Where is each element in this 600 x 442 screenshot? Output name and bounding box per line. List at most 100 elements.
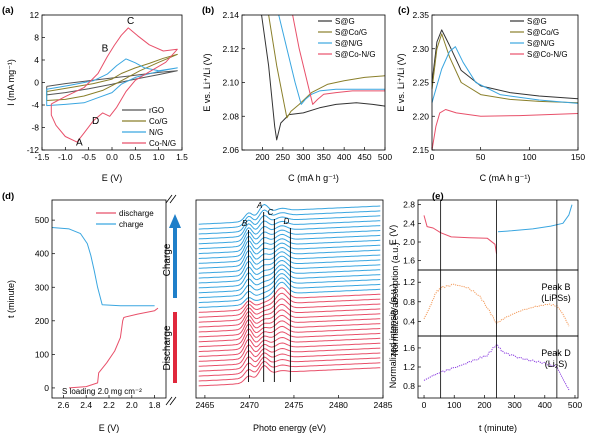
panel-a-x-tick-label: 0.5 xyxy=(129,152,141,162)
discharge-spectrum xyxy=(198,320,381,343)
panel-c-y-tick-label: 2.25 xyxy=(412,78,429,88)
discharge-spectrum xyxy=(198,292,381,318)
panel-a-x-tick-label: -1.5 xyxy=(35,152,50,162)
panel-d-spectra-ylabel: Normalized absorption (a.u.) xyxy=(390,242,400,356)
charge-spectrum xyxy=(198,281,381,308)
peak-marker-label: D xyxy=(283,217,289,226)
charge-spectrum xyxy=(198,220,381,240)
charge-spectrum xyxy=(198,255,381,279)
charge-spectrum xyxy=(198,209,381,230)
panel-d-y-tick-label: 500 xyxy=(35,215,49,225)
panel-e-intensity-curve xyxy=(423,344,570,391)
panel-d-x-tick-label: 2.2 xyxy=(103,400,115,410)
panel-b-xlabel: C (mA h g⁻¹) xyxy=(288,173,339,183)
panel-e-peak-sublabel: (LiPSs) xyxy=(541,293,571,303)
discharge-spectrum xyxy=(198,331,381,353)
discharge-spectrum xyxy=(198,356,381,377)
panel-a-y-tick-label: -12 xyxy=(27,145,40,155)
panel-b-x-tick-label: 400 xyxy=(337,152,351,162)
panel-d-x-tick-label: 1.8 xyxy=(149,400,161,410)
panel-e-peak-label: Peak B xyxy=(541,282,570,292)
panel-a-y-tick-label: 0 xyxy=(34,78,39,88)
panel-e-ylabel-voltage: E (V) xyxy=(388,225,398,246)
discharge-spectrum xyxy=(198,309,381,333)
panel-c-legend-entry: S@Co/G xyxy=(527,28,559,37)
panel-d-spectra-tick-label: 2465 xyxy=(195,400,214,410)
charge-spectrum xyxy=(198,268,381,294)
panel-c-x-tick-label: 50 xyxy=(476,152,486,162)
panel-a-label: (a) xyxy=(2,5,14,16)
panel-e-label: (e) xyxy=(432,191,444,202)
charge-spectrum xyxy=(198,242,381,264)
peak-annotation: B xyxy=(102,44,109,55)
sulfur-loading-note: S loading 2.0 mg cm⁻² xyxy=(62,387,142,396)
panel-c-x-tick-label: 0 xyxy=(430,152,435,162)
panel-d-frame xyxy=(51,199,167,399)
panel-e-voltage-curve xyxy=(497,204,573,233)
charge-spectrum xyxy=(198,225,381,245)
panel-d-spectra-tick-label: 2480 xyxy=(329,400,348,410)
panel-e-x-tick-label: 100 xyxy=(447,400,461,410)
panel-e-peak-sublabel: (Li₂S) xyxy=(545,359,568,369)
peak-annotation: C xyxy=(127,16,134,27)
panel-e-xlabel: t (minute) xyxy=(479,423,517,433)
panel-e-voltage-curve xyxy=(423,215,497,254)
discharge-spectrum xyxy=(198,352,381,372)
panel-a-legend-entry: Co-N/G xyxy=(149,139,176,148)
panel-a-y-tick-label: 4 xyxy=(34,55,39,65)
panel-c-x-tick-label: 100 xyxy=(522,152,536,162)
charge-spectrum xyxy=(198,204,381,225)
panel-a-x-tick-label: 1.0 xyxy=(153,152,165,162)
charge-spectrum xyxy=(198,233,381,255)
panel-b-y-tick-label: 2.08 xyxy=(222,111,239,121)
panel-d-x-tick-label: 2.6 xyxy=(57,400,69,410)
panel-d-spectra-tick-label: 2485 xyxy=(374,400,393,410)
peak-annotation: D xyxy=(92,116,99,127)
discharge-spectrum xyxy=(198,287,381,313)
cv-curve xyxy=(46,58,178,107)
panel-b-curve xyxy=(278,15,385,105)
panel-c-y-tick-label: 2.20 xyxy=(412,111,429,121)
panel-e-x-tick-label: 500 xyxy=(568,400,582,410)
panel-b-curve xyxy=(268,15,385,119)
panel-b-label: (b) xyxy=(202,5,214,16)
panel-b-legend-entry: S@G xyxy=(335,17,355,26)
peak-annotation: A xyxy=(76,138,83,149)
panel-d-spectra-xlabel: Photo energy (eV) xyxy=(253,423,326,433)
panel-e-y-tick-label: 2.0 xyxy=(403,237,415,247)
panel-c-ylabel: E vs. Li⁺/Li (V) xyxy=(396,53,406,111)
discharge-spectrum xyxy=(198,337,381,357)
cv-curve xyxy=(50,27,178,143)
panel-e-ylabel-intensity: Normalized intensity (a.u.) xyxy=(388,284,398,389)
panel-c-y-tick-label: 2.15 xyxy=(412,145,429,155)
panel-a-y-tick-label: -8 xyxy=(31,123,39,133)
charge-spectrum xyxy=(198,277,381,304)
panel-e-y-tick-label: 2.8 xyxy=(403,200,415,210)
discharge-spectrum xyxy=(198,365,381,387)
panel-b-legend-entry: S@N/G xyxy=(335,39,363,48)
panel-e-y-tick-label: 1.2 xyxy=(403,277,415,287)
panel-d-x-tick-label: 2.4 xyxy=(80,400,92,410)
panel-c-label: (c) xyxy=(398,5,410,16)
panel-a-ylabel: I (mA mg⁻¹) xyxy=(6,59,16,106)
panel-b-x-tick-label: 200 xyxy=(255,152,269,162)
charge-arrow-head xyxy=(169,214,181,228)
panel-e-y-tick-label: 0.8 xyxy=(403,297,415,307)
panel-a-xlabel: E (V) xyxy=(102,173,123,183)
panel-a-x-tick-label: 0.0 xyxy=(106,152,118,162)
axis-break-mark xyxy=(165,194,177,204)
panel-d-spectra-frame xyxy=(195,199,384,399)
panel-c-y-tick-label: 2.30 xyxy=(412,44,429,54)
panel-a-x-tick-label: 1.5 xyxy=(176,152,188,162)
panel-d-curve xyxy=(69,307,159,389)
panel-b-curve xyxy=(261,15,385,141)
panel-c-curve xyxy=(431,33,579,104)
panel-b-x-tick-label: 350 xyxy=(317,152,331,162)
discharge-arrow-label: Discharge xyxy=(162,325,173,370)
panel-b-y-tick-label: 2.12 xyxy=(222,44,239,54)
panel-e-y-tick-label: 1.6 xyxy=(403,343,415,353)
panel-c-curve xyxy=(431,109,579,151)
panel-c-legend-entry: S@N/G xyxy=(527,39,555,48)
charge-spectrum xyxy=(198,238,381,259)
panel-a-y-tick-label: 12 xyxy=(30,10,40,20)
